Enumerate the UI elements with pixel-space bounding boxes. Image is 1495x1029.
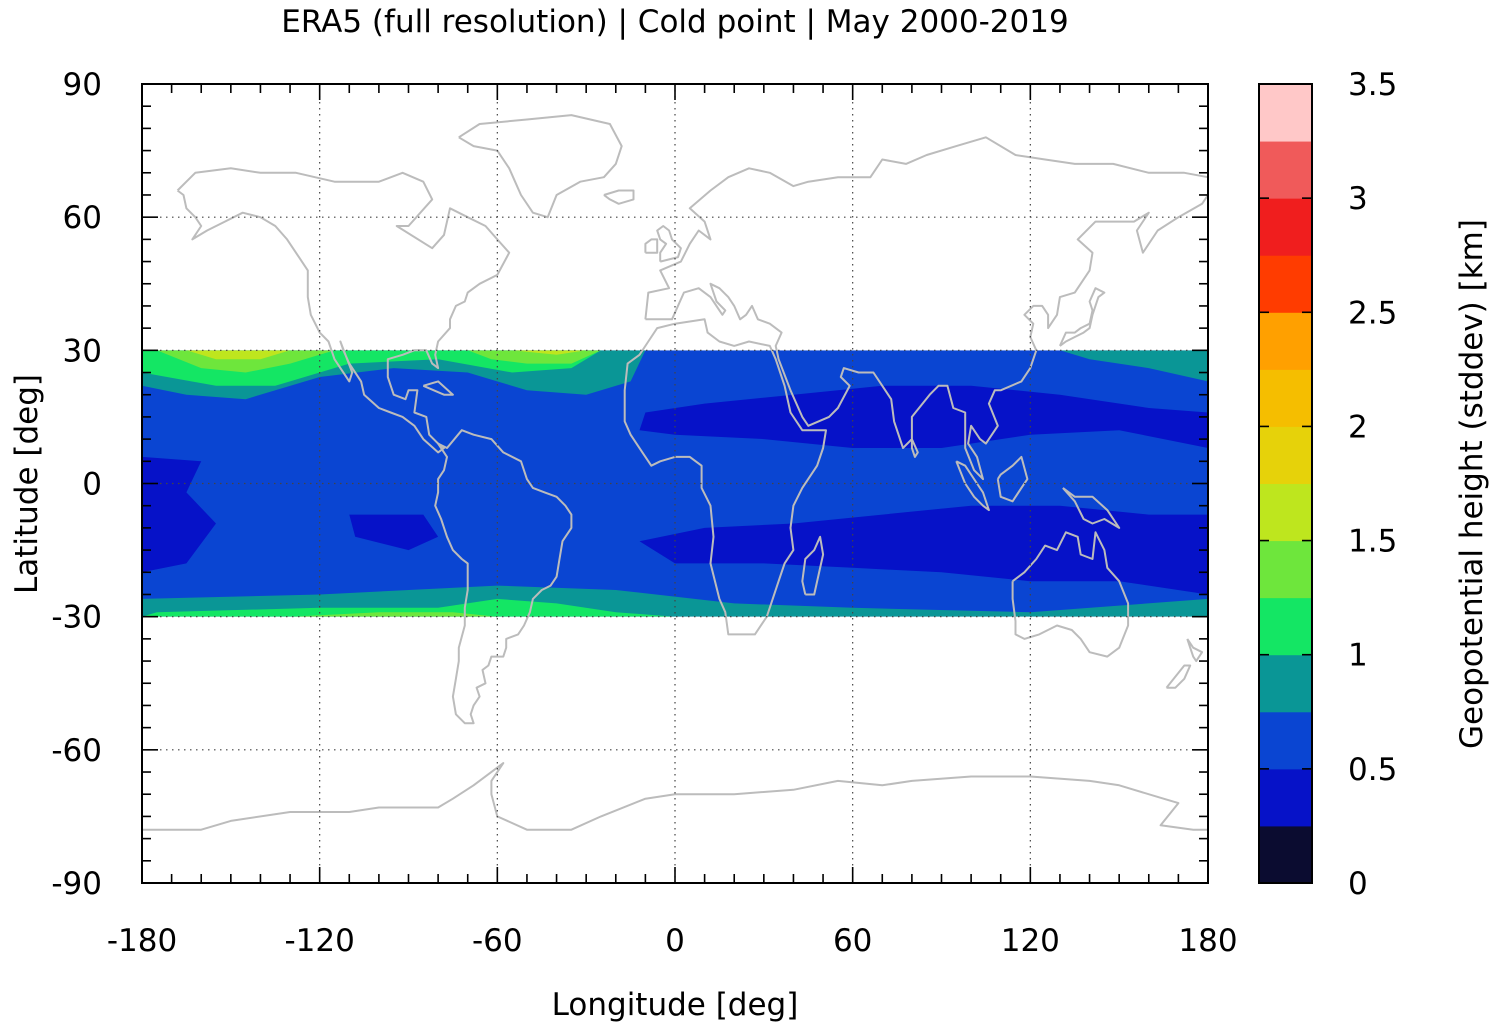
coastline — [644, 238, 659, 254]
colorbar-bin — [1259, 426, 1312, 484]
x-tick-label: -120 — [284, 923, 354, 959]
region-south-indian-low — [639, 505, 1208, 595]
y-tick-label: -30 — [51, 600, 102, 636]
colorbar-bin — [1259, 84, 1312, 142]
colorbar-bin — [1259, 768, 1312, 827]
region-north-atlantic-max — [512, 350, 586, 355]
coastline — [176, 167, 511, 454]
colorbar-label: Geopotential height (stddev) [km] — [1454, 219, 1490, 749]
colorbar-bin — [1259, 312, 1312, 370]
x-tick-label: -180 — [107, 923, 177, 959]
colorbar-frame — [1258, 83, 1313, 884]
coastline — [458, 114, 623, 219]
colorbar-tick-labels: 0 0.5 1 1.5 2 2.5 3 3.5 — [1348, 67, 1397, 902]
coastline — [1011, 531, 1130, 658]
x-tick-label: 180 — [1178, 923, 1237, 959]
y-tick-label: -60 — [51, 733, 102, 769]
region-north-africa-low — [639, 385, 1208, 448]
region-north-pacific-peak — [156, 350, 335, 373]
coastline — [623, 318, 827, 636]
colorbar-bin — [1259, 711, 1312, 770]
colorbar-tick-label: 1.5 — [1348, 524, 1397, 560]
coastline — [910, 438, 919, 458]
y-tick-label: 90 — [63, 67, 102, 103]
y-tick-label: 0 — [82, 467, 102, 503]
chart-title: ERA5 (full resolution) | Cold point | Ma… — [281, 4, 1068, 40]
colorbar-tick-label: 0.5 — [1348, 752, 1397, 788]
colorbar-tick-label: 0 — [1348, 866, 1368, 902]
coastline — [434, 429, 573, 725]
colorbar-bin — [1259, 369, 1312, 427]
x-tick-labels: -180 -120 -60 0 60 120 180 — [107, 923, 1238, 959]
colorbar-bin — [1259, 540, 1312, 599]
gridlines — [142, 84, 1208, 883]
region-north-pacific-max — [186, 350, 290, 360]
colorbar-tick-label: 3.5 — [1348, 67, 1397, 103]
x-tick-label: 0 — [665, 923, 685, 959]
colorbar-bin — [1259, 255, 1312, 313]
y-tick-label: 30 — [63, 333, 102, 369]
coastlines — [142, 114, 1209, 831]
coastline — [1058, 287, 1106, 347]
coastline — [1186, 638, 1204, 663]
coastline — [656, 225, 682, 263]
colorbar-bin — [1259, 597, 1312, 656]
region-east-pacific-low — [142, 456, 216, 573]
region-north-east-edge — [1060, 350, 1208, 382]
y-tick-label: -90 — [51, 866, 102, 902]
x-tick-label: -60 — [472, 923, 523, 959]
y-axis-label: Latitude [deg] — [9, 374, 45, 594]
coastline — [142, 762, 1208, 831]
coastline — [1062, 487, 1121, 529]
colorbar-bin — [1259, 198, 1312, 256]
coastline — [1165, 664, 1192, 689]
plot-area — [142, 350, 1208, 617]
coastline — [644, 136, 1209, 481]
coastline — [955, 460, 990, 512]
axis-ticks — [141, 83, 1209, 884]
colorbar-tick-label: 1 — [1348, 638, 1368, 674]
region-south-america-low — [349, 514, 439, 551]
coastline — [603, 189, 635, 205]
colorbar-tick-label: 2 — [1348, 409, 1368, 445]
coastline — [996, 455, 1029, 503]
colorbar-tick-label: 3 — [1348, 181, 1368, 217]
colorbar — [1258, 83, 1313, 884]
colorbar-tick-label: 2.5 — [1348, 295, 1397, 331]
colorbar-bin — [1259, 483, 1312, 542]
region-south-band-higher — [142, 598, 675, 617]
coastline — [422, 380, 454, 396]
x-tick-label: 120 — [1001, 923, 1060, 959]
region-south-pacific-peak — [290, 612, 497, 617]
x-tick-label: 60 — [833, 923, 872, 959]
y-tick-label: 60 — [63, 200, 102, 236]
coastline — [801, 535, 825, 596]
region-north-atlantic-peak — [467, 350, 601, 364]
y-tick-labels: 90 60 30 0 -30 -60 -90 — [51, 67, 102, 902]
colorbar-bin — [1259, 654, 1312, 713]
colorbar-bin — [1259, 825, 1312, 884]
colorbar-bin — [1259, 141, 1312, 199]
x-axis-label: Longitude [deg] — [552, 987, 799, 1023]
